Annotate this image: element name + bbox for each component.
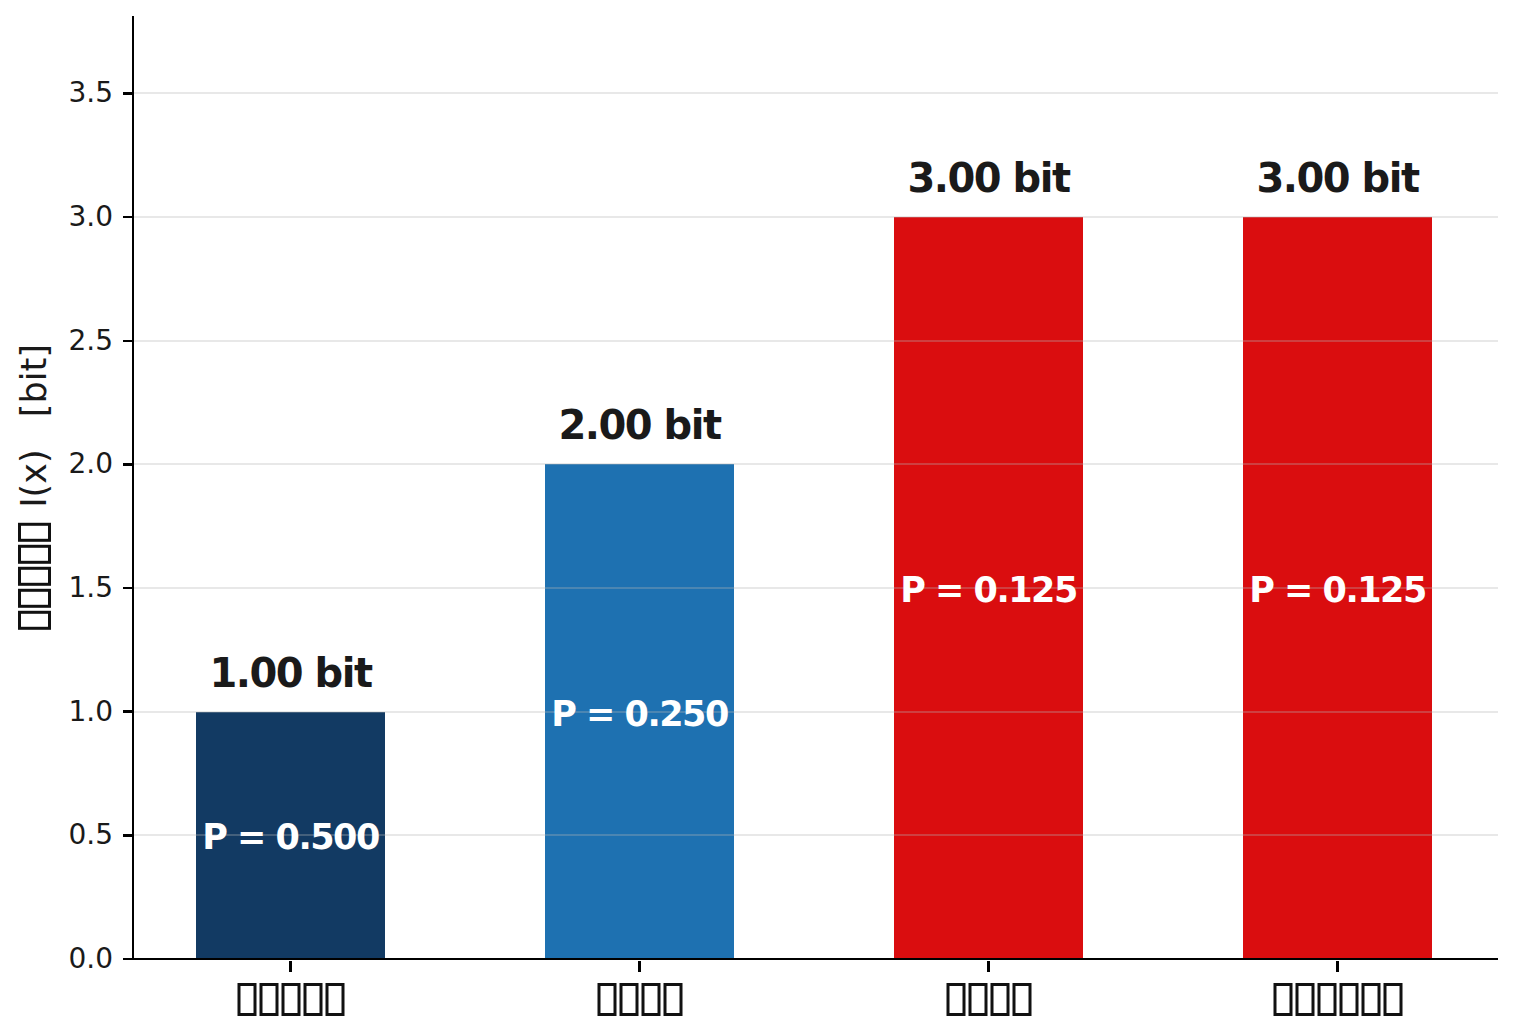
bar-value-label: 3.00 bit <box>1256 158 1418 198</box>
bar-value-label: 2.00 bit <box>558 405 720 445</box>
y-tick-label: 0.0 <box>0 945 113 973</box>
missing-glyph-box <box>641 983 660 1016</box>
y-tick <box>123 216 132 219</box>
bar-p-label: P = 0.500 <box>202 820 379 855</box>
missing-glyph-box <box>1361 983 1380 1016</box>
bar-p-label: P = 0.125 <box>900 573 1077 608</box>
x-tick-label <box>597 983 682 1016</box>
y-tick-label: 1.5 <box>0 574 113 602</box>
missing-glyph-box <box>18 545 51 564</box>
x-tick <box>1336 961 1339 972</box>
missing-glyph-box <box>990 983 1009 1016</box>
y-tick-label: 1.0 <box>0 698 113 726</box>
y-tick-label: 3.0 <box>0 203 113 231</box>
missing-glyph-box <box>18 523 51 542</box>
bar-value-label: 3.00 bit <box>907 158 1069 198</box>
y-axis-spine <box>132 16 135 960</box>
gridline <box>133 711 1498 713</box>
missing-glyph-box <box>281 983 300 1016</box>
y-tick <box>123 710 132 713</box>
missing-glyph-box <box>1339 983 1358 1016</box>
bar-p-label: P = 0.125 <box>1249 573 1426 608</box>
missing-glyph-box <box>303 983 322 1016</box>
y-tick <box>123 834 132 837</box>
missing-glyph-box <box>1383 983 1402 1016</box>
y-tick-label: 2.5 <box>0 327 113 355</box>
y-tick <box>123 340 132 343</box>
bar-p-label: P = 0.250 <box>551 696 728 731</box>
missing-glyph-box <box>1273 983 1292 1016</box>
missing-glyph-box <box>1012 983 1031 1016</box>
missing-glyph-box <box>18 611 51 630</box>
y-tick <box>123 92 132 95</box>
x-tick-label <box>237 983 344 1016</box>
x-axis-spine <box>132 958 1498 961</box>
y-tick-label: 2.0 <box>0 450 113 478</box>
missing-glyph-box <box>968 983 987 1016</box>
gridline <box>133 92 1498 94</box>
y-tick <box>123 958 132 961</box>
gridline <box>133 463 1498 465</box>
figure: I(x) [bit] 1.00 bit P = 0.500 2.00 bit P = … <box>0 0 1515 1035</box>
missing-glyph-box <box>619 983 638 1016</box>
y-tick-label: 0.5 <box>0 821 113 849</box>
missing-glyph-box <box>259 983 278 1016</box>
x-tick-label <box>1273 983 1402 1016</box>
x-tick <box>289 961 292 972</box>
x-tick-label <box>946 983 1031 1016</box>
gridline <box>133 340 1498 342</box>
x-tick <box>987 961 990 972</box>
y-tick <box>123 463 132 466</box>
missing-glyph-box <box>1295 983 1314 1016</box>
x-tick <box>638 961 641 972</box>
bar-value-label: 1.00 bit <box>209 653 371 693</box>
missing-glyph-box <box>237 983 256 1016</box>
missing-glyph-box <box>325 983 344 1016</box>
gridline <box>133 216 1498 218</box>
missing-glyph-box <box>663 983 682 1016</box>
missing-glyph-box <box>946 983 965 1016</box>
missing-glyph-box <box>1317 983 1336 1016</box>
y-axis-label-text: I(x) [bit] <box>14 344 54 508</box>
missing-glyph-box <box>597 983 616 1016</box>
y-tick-label: 3.5 <box>0 79 113 107</box>
y-tick <box>123 587 132 590</box>
